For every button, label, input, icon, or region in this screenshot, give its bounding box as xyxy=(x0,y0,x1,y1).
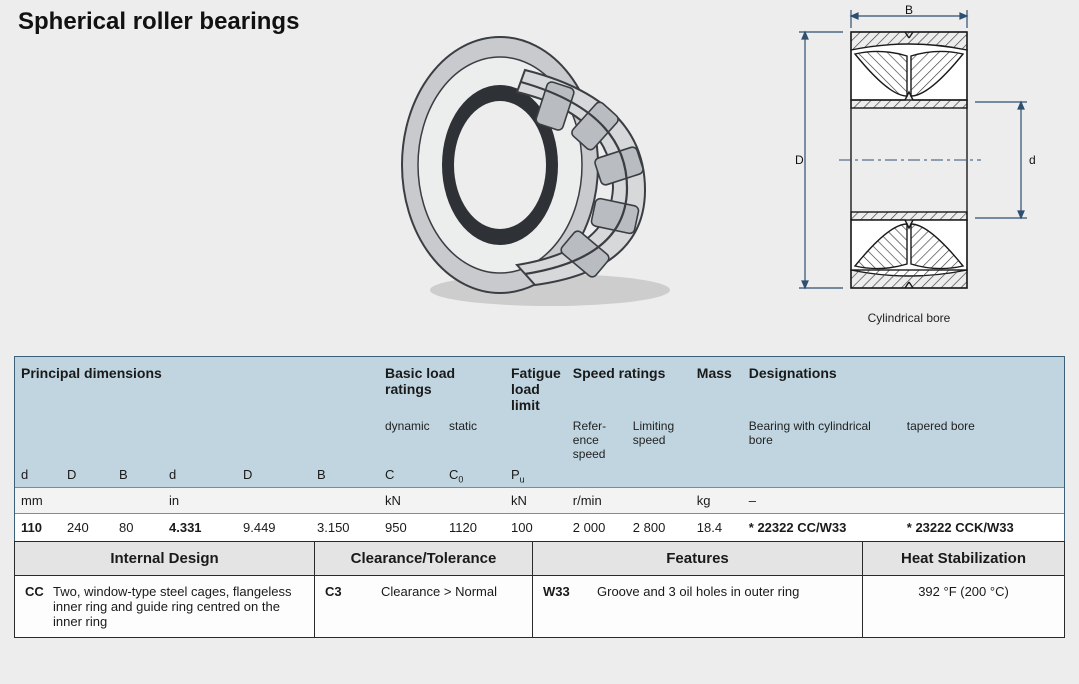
clearance-text: Clearance > Normal xyxy=(381,584,497,599)
group-mass: Mass xyxy=(691,357,743,415)
dim-label-d: d xyxy=(1029,153,1036,167)
dim-label-b: B xyxy=(905,4,913,17)
detail-table: Internal Design Clearance/Tolerance Feat… xyxy=(14,541,1065,638)
design-code: CC xyxy=(25,584,45,629)
col-features: Features xyxy=(533,542,863,576)
detail-header-row: Internal Design Clearance/Tolerance Feat… xyxy=(15,542,1065,576)
col-heat: Heat Stabilization xyxy=(863,542,1065,576)
detail-data-row: CC Two, window-type steel cages, flangel… xyxy=(15,576,1065,638)
dim-label-D: D xyxy=(795,153,804,167)
feature-text: Groove and 3 oil holes in outer ring xyxy=(597,584,799,599)
group-basic-load: Basic load ratings xyxy=(379,357,505,415)
col-clearance: Clearance/Tolerance xyxy=(315,542,533,576)
group-designations: Designations xyxy=(743,357,1064,415)
col-internal-design: Internal Design xyxy=(15,542,315,576)
bearing-3d-illustration xyxy=(360,20,700,320)
group-speed: Speed ratings xyxy=(567,357,691,415)
group-principal: Principal dimensions xyxy=(15,357,379,415)
design-text: Two, window-type steel cages, flangeless… xyxy=(53,584,304,629)
spec-subheader-row: dynamic static Refer-ence speed Limiting… xyxy=(15,415,1064,463)
spec-symbols-row: d D B d D B C C0 Pu xyxy=(15,463,1064,487)
spec-header-row: Principal dimensions Basic load ratings … xyxy=(15,357,1064,415)
page-title: Spherical roller bearings xyxy=(18,8,299,36)
clearance-code: C3 xyxy=(325,584,367,599)
diagram-caption: Cylindrical bore xyxy=(769,311,1049,325)
feature-code: W33 xyxy=(543,584,585,599)
spec-table: Principal dimensions Basic load ratings … xyxy=(14,356,1065,542)
heat-stabilization: 392 °F (200 °C) xyxy=(863,576,1065,638)
spec-units-row: mm in kN kN r/min kg – xyxy=(15,487,1064,513)
spec-data-row: 110 240 80 4.331 9.449 3.150 950 1120 10… xyxy=(15,513,1064,541)
bearing-cross-section-diagram: B D d xyxy=(769,4,1049,334)
group-fatigue: Fatigue load limit xyxy=(505,357,567,415)
